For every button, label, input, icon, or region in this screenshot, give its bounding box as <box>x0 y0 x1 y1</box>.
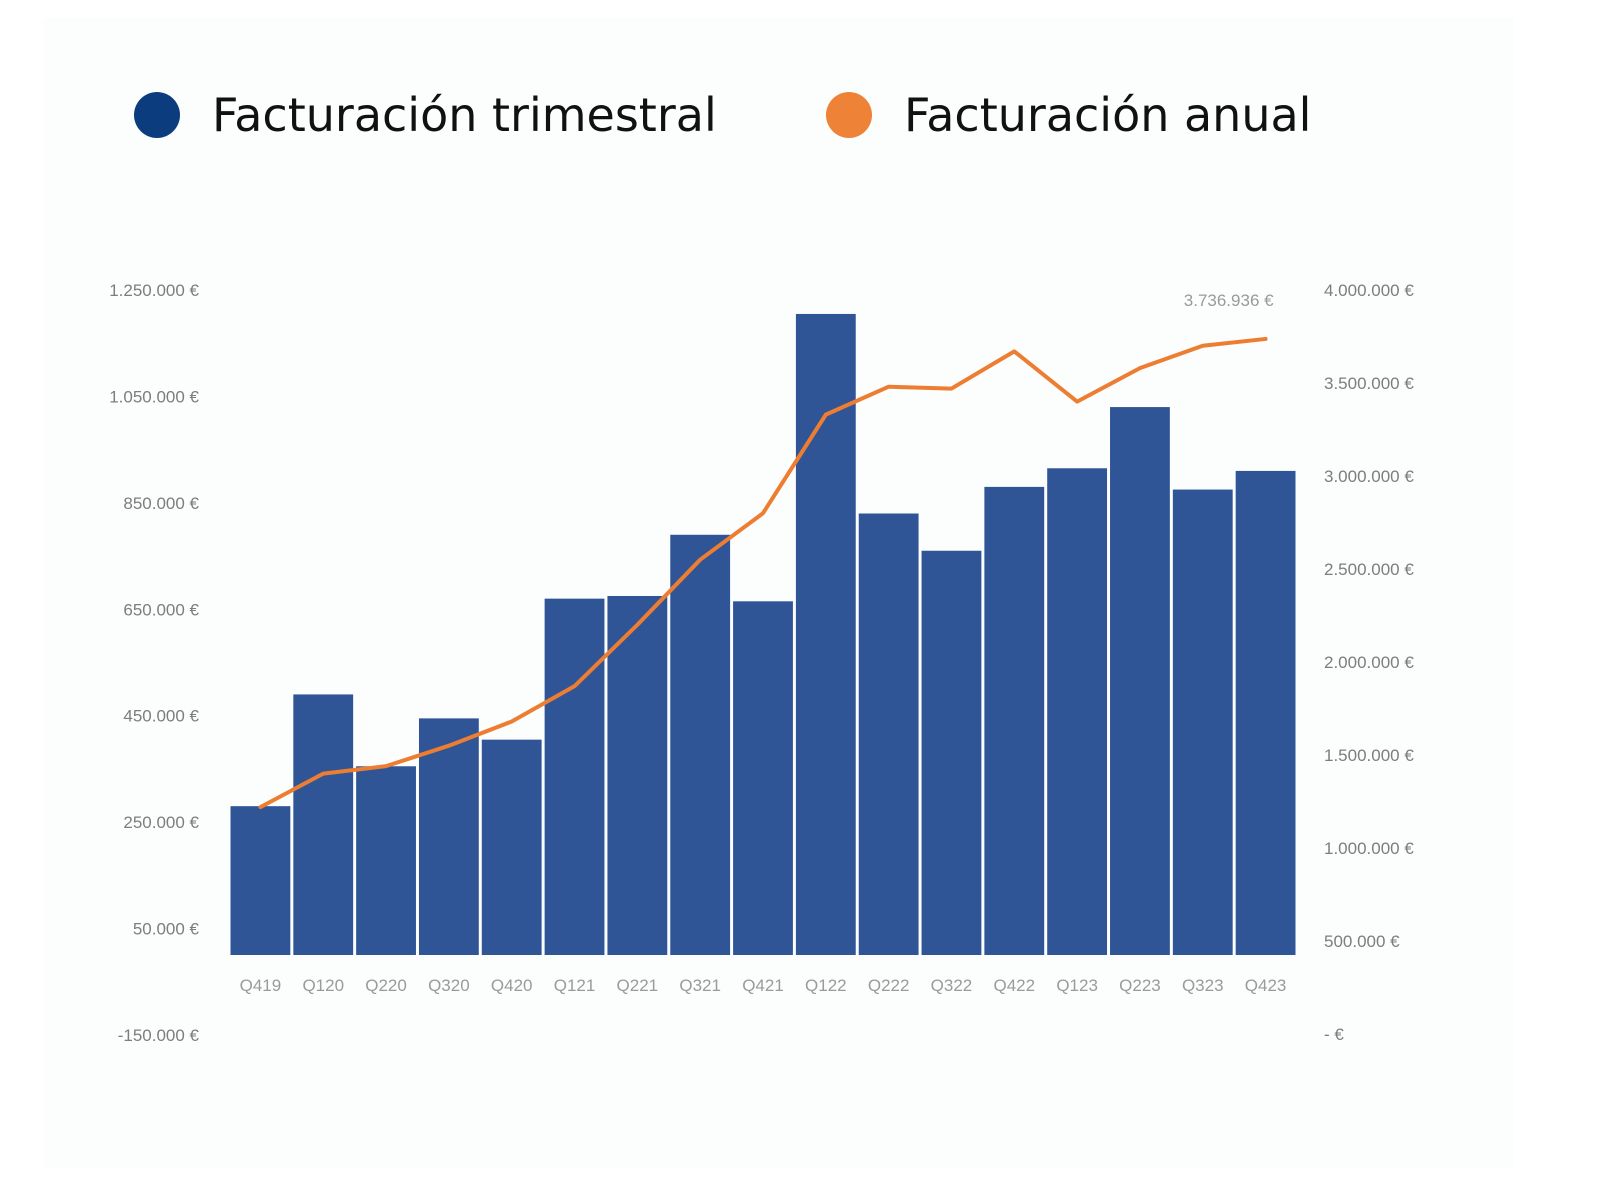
legend-marker-quarterly <box>134 92 180 138</box>
bar-q222 <box>858 513 919 955</box>
x-tick-label-q420: Q420 <box>491 976 533 995</box>
x-tick-label-q122: Q122 <box>805 976 847 995</box>
bar-q123 <box>1047 468 1108 955</box>
bar-q421 <box>733 601 793 955</box>
bar-q122 <box>795 313 856 956</box>
legend-label-annual: Facturación anual <box>904 88 1312 142</box>
bar-q120 <box>293 694 354 955</box>
x-tick-label-q323: Q323 <box>1182 976 1224 995</box>
bar-q322 <box>921 550 982 955</box>
y-left-tick-label: 450.000 € <box>123 707 199 726</box>
bar-q423 <box>1235 470 1296 955</box>
y-left-tick-label: -150.000 € <box>118 1026 200 1045</box>
y-right-tick-label: 4.000.000 € <box>1324 281 1414 300</box>
bar-q321 <box>670 534 731 955</box>
x-tick-label-q322: Q322 <box>931 976 973 995</box>
legend-item-quarterly: Facturación trimestral <box>134 88 717 142</box>
y-left-tick-label: 50.000 € <box>133 920 200 939</box>
x-tick-label-q123: Q123 <box>1056 976 1098 995</box>
x-tick-label-q421: Q421 <box>742 976 784 995</box>
y-right-tick-label: - € <box>1324 1025 1344 1044</box>
y-left-tick-label: 850.000 € <box>123 494 199 513</box>
y-right-tick-label: 2.500.000 € <box>1324 560 1414 579</box>
x-tick-label-q120: Q120 <box>302 976 344 995</box>
y-left-tick-label: 250.000 € <box>123 813 199 832</box>
legend: Facturación trimestral Facturación anual <box>0 0 1600 200</box>
y-right-tick-label: 2.000.000 € <box>1324 653 1414 672</box>
bar-q220 <box>356 766 416 955</box>
bar-q121 <box>544 598 605 955</box>
y-right-tick-label: 1.000.000 € <box>1324 839 1414 858</box>
x-tick-label-q223: Q223 <box>1119 976 1161 995</box>
legend-item-annual: Facturación anual <box>826 88 1311 142</box>
x-tick-label-q423: Q423 <box>1245 976 1287 995</box>
x-tick-label-q121: Q121 <box>554 976 596 995</box>
bar-q320 <box>418 718 479 955</box>
y-left-tick-label: 650.000 € <box>123 600 199 619</box>
y-left-tick-label: 1.250.000 € <box>109 281 199 300</box>
legend-label-quarterly: Facturación trimestral <box>212 88 717 142</box>
bar-q422 <box>984 486 1045 955</box>
y-left-tick-label: 1.050.000 € <box>109 387 199 406</box>
x-tick-label-q220: Q220 <box>365 976 407 995</box>
y-right-tick-label: 1.500.000 € <box>1324 746 1414 765</box>
bar-q221 <box>607 595 668 955</box>
bar-q420 <box>481 739 542 955</box>
bar-q223 <box>1110 407 1170 956</box>
x-tick-label-q320: Q320 <box>428 976 470 995</box>
x-tick-label-q222: Q222 <box>868 976 910 995</box>
bar-q419 <box>230 806 291 955</box>
legend-marker-annual <box>826 92 872 138</box>
bar-q323 <box>1172 489 1233 955</box>
y-right-tick-label: 3.500.000 € <box>1324 374 1414 393</box>
x-tick-label-q422: Q422 <box>993 976 1035 995</box>
x-tick-label-q221: Q221 <box>617 976 659 995</box>
annotation-last-annual-value: 3.736.936 € <box>1184 291 1274 310</box>
x-tick-label-q419: Q419 <box>240 976 282 995</box>
y-right-tick-label: 500.000 € <box>1324 932 1400 951</box>
y-right-tick-label: 3.000.000 € <box>1324 467 1414 486</box>
x-tick-label-q321: Q321 <box>679 976 721 995</box>
